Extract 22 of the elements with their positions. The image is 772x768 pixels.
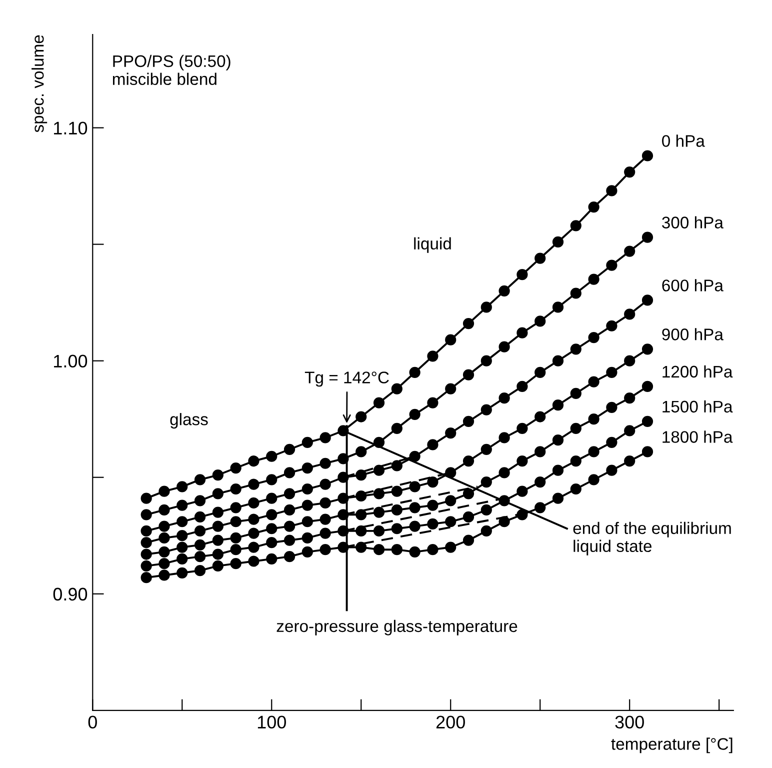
- series-label: 300 hPa: [662, 216, 724, 228]
- annotation: end of the equilibrium liquid state: [573, 522, 731, 556]
- x-tick-label: 100: [258, 716, 286, 729]
- series-label: 0 hPa: [662, 134, 705, 147]
- annotation: liquid: [414, 237, 451, 253]
- x-tick-label: 300: [615, 716, 644, 729]
- annotation: zero-pressure glass-temperature: [276, 620, 518, 636]
- x-tick-label: 0: [88, 716, 97, 729]
- annotation: glass: [170, 413, 208, 429]
- series-label: 900 hPa: [662, 328, 724, 340]
- x-tick-label: 200: [436, 716, 465, 729]
- series-label: 1800 hPa: [662, 430, 733, 443]
- annotation: Tg = 142°C: [304, 372, 389, 387]
- series-label: 1200 hPa: [662, 365, 733, 378]
- y-axis-title: spec. volume: [32, 35, 48, 132]
- annotation: PPO/PS (50:50) miscible blend: [112, 54, 230, 86]
- x-axis-title: temperature [°C]: [611, 738, 732, 754]
- y-tick-label: 1.10: [54, 122, 88, 134]
- y-tick-label: 1.00: [54, 354, 88, 368]
- series-label: 600 hPa: [662, 279, 724, 292]
- y-tick-label: 0.90: [53, 588, 88, 601]
- series-label: 1500 hPa: [662, 400, 733, 413]
